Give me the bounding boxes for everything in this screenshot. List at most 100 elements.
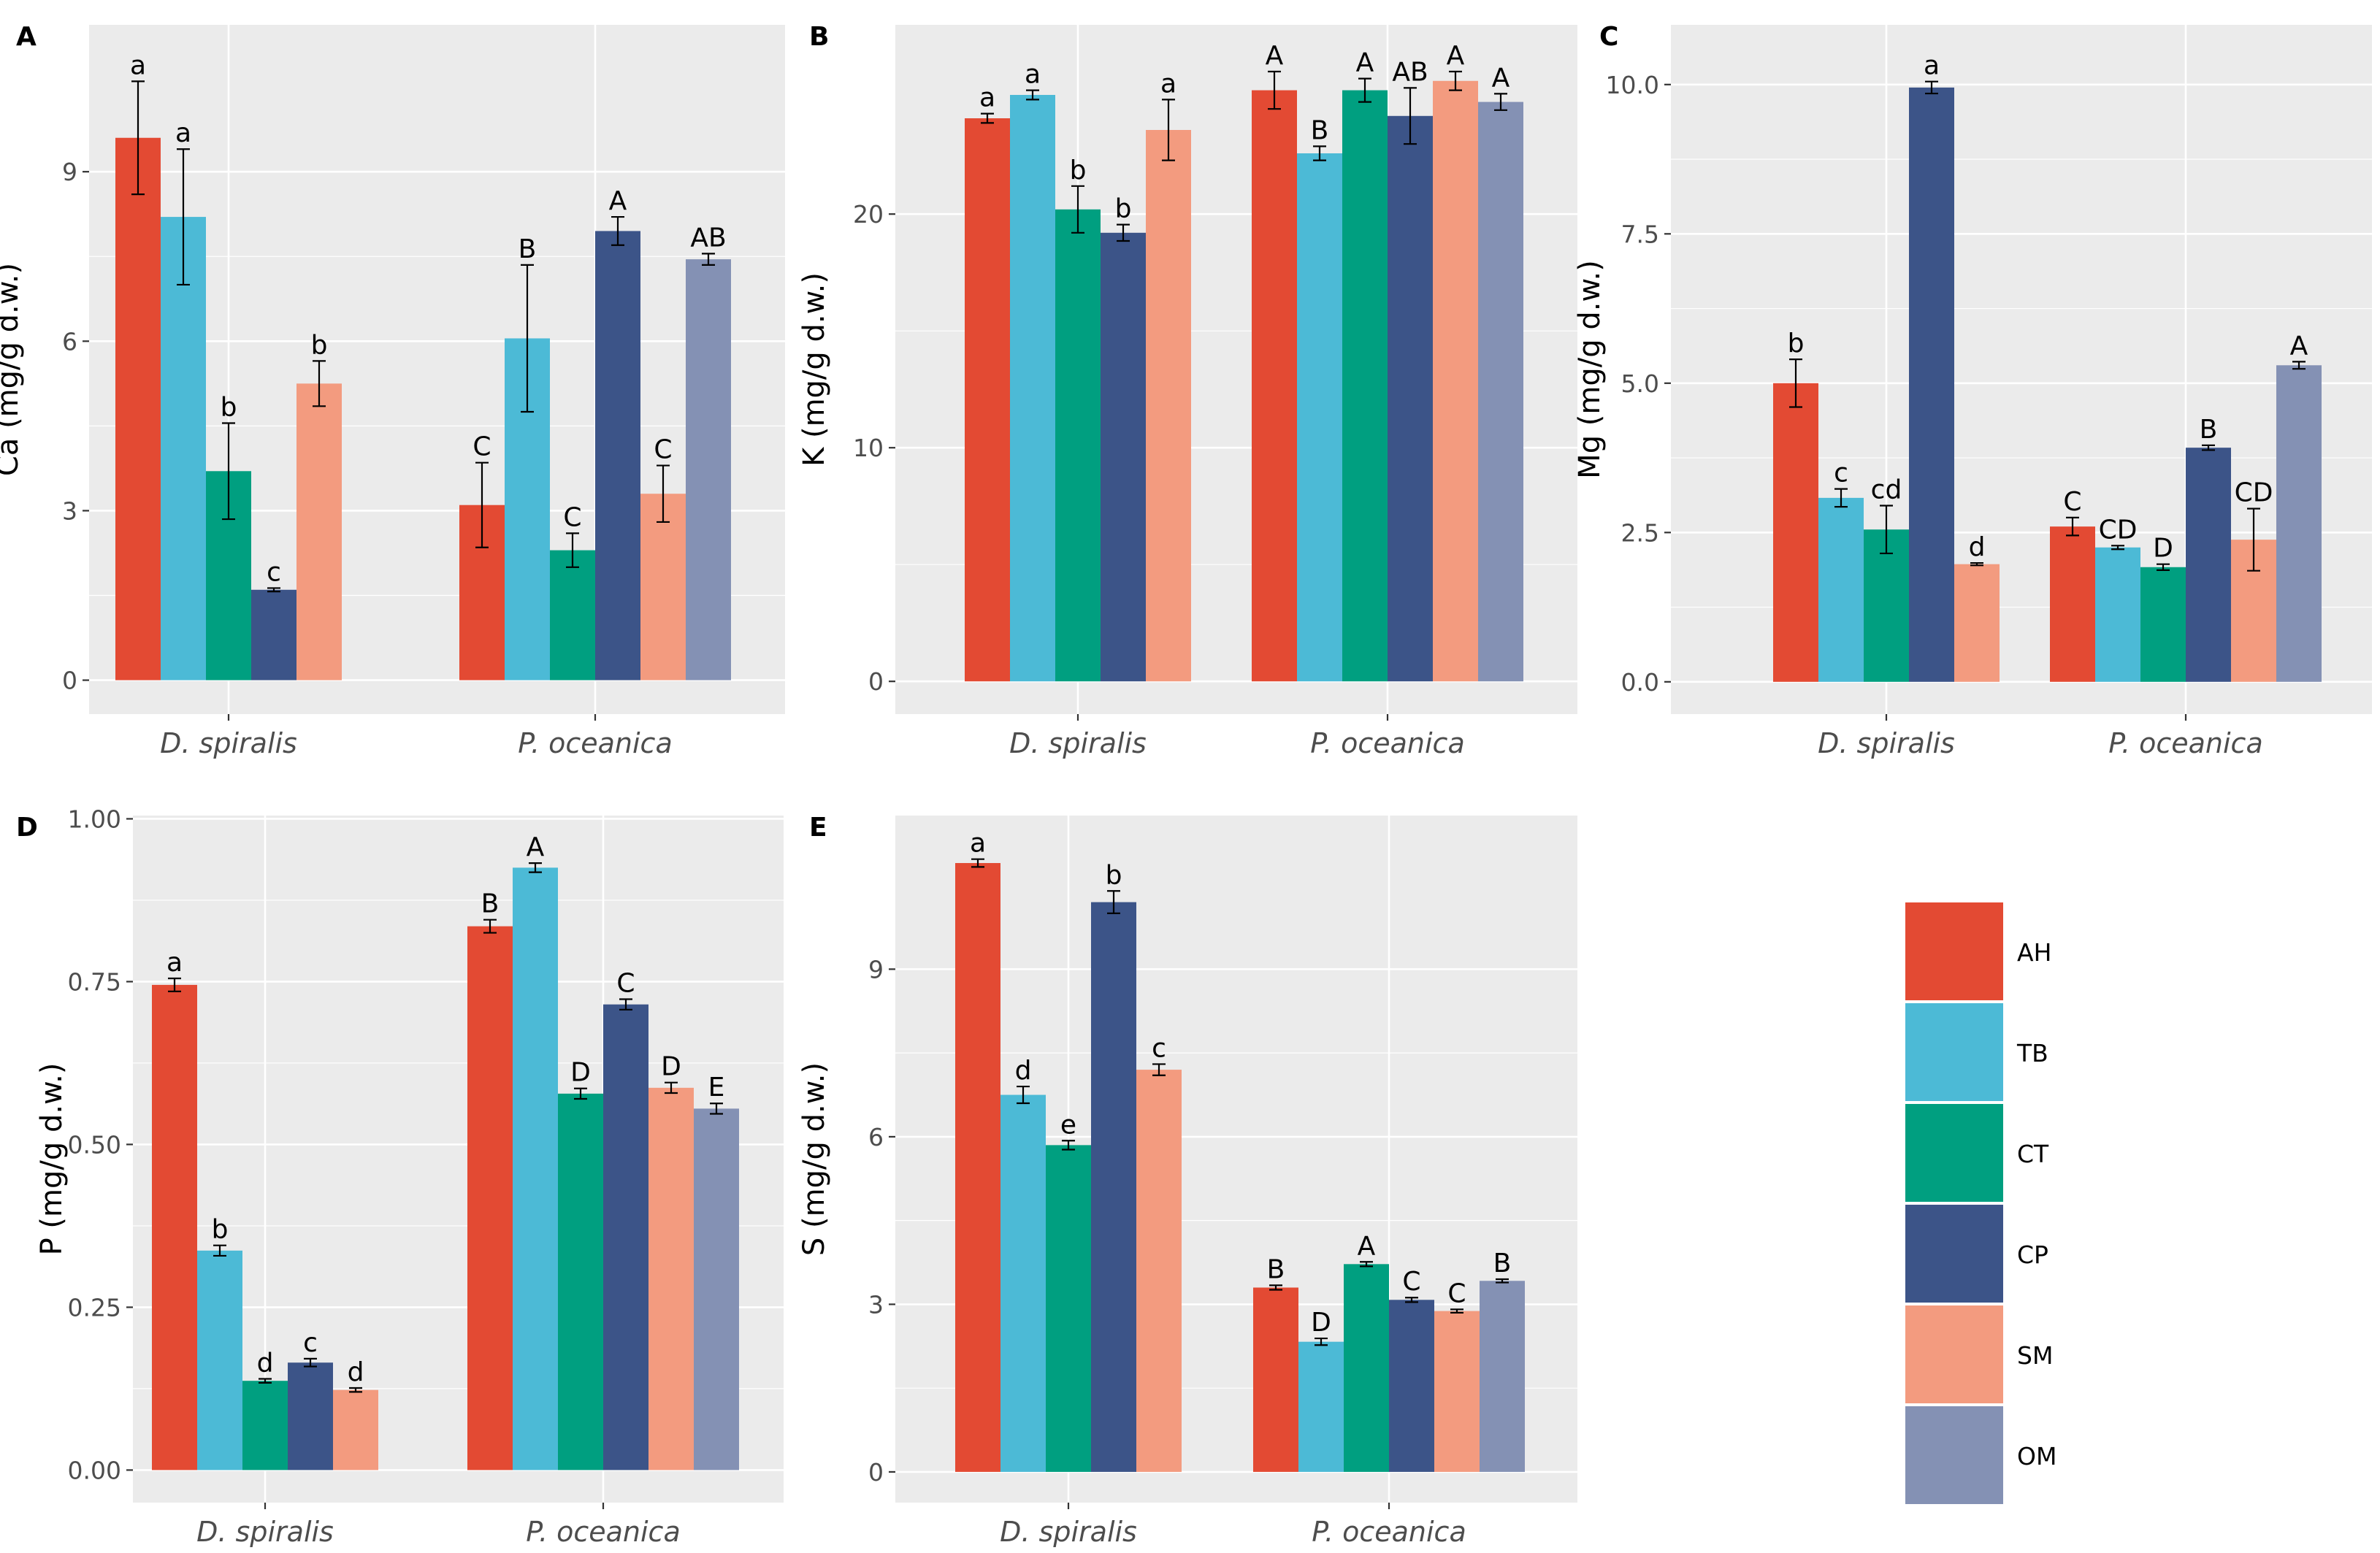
bar-TB: [513, 867, 558, 1470]
bar-CT: [1344, 1264, 1389, 1472]
y-axis-title: P (mg/g d.w.): [35, 1063, 69, 1256]
significance-label: b: [1106, 860, 1122, 890]
legend-label: SM: [2017, 1341, 2053, 1370]
bar-CP: [1091, 902, 1136, 1472]
significance-label: D: [570, 1058, 591, 1088]
significance-label: C: [1402, 1267, 1420, 1297]
significance-label: d: [1969, 532, 1986, 562]
y-axis-title: Mg (mg/g d.w.): [1573, 260, 1607, 479]
bar-CT: [1864, 529, 1909, 682]
significance-label: c: [1834, 459, 1848, 488]
x-category-label: D. spiralis: [196, 1516, 334, 1548]
y-tick-label: 0.75: [68, 967, 121, 996]
significance-label: b: [311, 330, 328, 360]
y-tick-label: 2.5: [1621, 518, 1659, 547]
y-axis-title: K (mg/g d.w.): [797, 272, 831, 467]
panel-tag: C: [1599, 22, 1618, 52]
bar-CT: [558, 1093, 603, 1470]
bar-CT: [1046, 1145, 1091, 1472]
bar-AH: [1253, 1287, 1298, 1472]
panel-tag: E: [809, 813, 827, 843]
bar-SM: [640, 494, 686, 680]
significance-label: A: [1356, 48, 1374, 78]
bar-SM: [1146, 130, 1191, 682]
y-tick-label: 0.25: [68, 1293, 121, 1322]
significance-label: A: [1266, 41, 1284, 71]
bar-SM: [1136, 1070, 1182, 1472]
significance-label: B: [1311, 115, 1329, 145]
significance-label: AB: [1392, 57, 1428, 87]
significance-label: A: [609, 186, 627, 216]
bar-AH: [1252, 90, 1297, 682]
significance-label: B: [1267, 1254, 1285, 1284]
x-category-label: P. oceanica: [518, 727, 672, 759]
y-tick-label: 9: [62, 158, 77, 186]
significance-label: c: [303, 1328, 318, 1358]
bar-TB: [2095, 547, 2140, 682]
legend-label: AH: [2017, 938, 2051, 967]
significance-label: A: [1492, 63, 1510, 93]
bar-AH: [955, 863, 1000, 1472]
bar-CP: [1388, 115, 1433, 682]
significance-label: a: [1924, 51, 1940, 81]
panel-A: 0 3 6 9 a a b c b C B C A C AB D. spiralis P. oceanica Ca…: [0, 22, 785, 759]
bar-AH: [152, 984, 197, 1470]
y-tick-label: 20: [853, 200, 884, 229]
significance-label: a: [1025, 60, 1041, 90]
bar-TB: [1298, 1341, 1344, 1472]
y-tick-label: 3: [62, 496, 77, 525]
significance-label: C: [654, 435, 672, 465]
x-category-label: P. oceanica: [1312, 1516, 1466, 1548]
bar-OM: [1480, 1281, 1525, 1472]
bar-AH: [965, 118, 1010, 682]
x-category-label: D. spiralis: [1000, 1516, 1137, 1548]
significance-label: B: [1493, 1249, 1512, 1278]
bar-CT: [1055, 209, 1101, 682]
bar-CT: [550, 550, 595, 680]
significance-label: A: [1358, 1231, 1376, 1261]
bar-AH: [2050, 526, 2095, 682]
legend-key-OM: [1905, 1406, 2003, 1504]
bar-CP: [1389, 1300, 1434, 1472]
y-tick-label: 0: [62, 667, 77, 695]
y-tick-label: 10.0: [1606, 71, 1659, 99]
bar-CP: [595, 231, 640, 680]
y-tick-label: 0.00: [68, 1456, 121, 1484]
significance-label: A: [1447, 41, 1465, 71]
bar-CP: [2186, 448, 2231, 682]
significance-label: A: [527, 832, 545, 862]
significance-label: a: [970, 829, 986, 859]
significance-label: C: [616, 969, 635, 999]
y-axis-title: S (mg/g d.w.): [797, 1062, 831, 1256]
significance-label: b: [1788, 329, 1805, 358]
y-tick-label: 9: [868, 955, 884, 983]
legend-label: CT: [2017, 1140, 2049, 1168]
legend-label: CP: [2017, 1241, 2048, 1269]
legend-key-CP: [1905, 1205, 2003, 1303]
legend-key-SM: [1905, 1305, 2003, 1403]
panel-tag: A: [16, 22, 37, 52]
x-category-label: D. spiralis: [1009, 727, 1147, 759]
bar-AH: [115, 137, 161, 680]
legend-key-AH: [1905, 902, 2003, 1000]
x-category-label: P. oceanica: [1310, 727, 1464, 759]
significance-label: a: [175, 118, 191, 148]
legend-key-TB: [1905, 1003, 2003, 1101]
bar-CP: [251, 589, 296, 680]
significance-label: b: [1115, 194, 1132, 224]
y-tick-label: 5.0: [1621, 369, 1659, 398]
bar-CP: [603, 1004, 648, 1470]
x-category-label: P. oceanica: [2108, 727, 2262, 759]
bar-TB: [1818, 497, 1864, 682]
x-category-label: D. spiralis: [1818, 727, 1955, 759]
significance-label: C: [1447, 1278, 1466, 1308]
bar-CP: [1909, 87, 1954, 682]
panel-tag: B: [809, 22, 829, 52]
significance-label: d: [348, 1357, 364, 1387]
legend-label: OM: [2017, 1442, 2056, 1470]
bar-CT: [2140, 567, 2186, 682]
bar-CT: [242, 1381, 288, 1470]
significance-label: C: [472, 432, 491, 462]
